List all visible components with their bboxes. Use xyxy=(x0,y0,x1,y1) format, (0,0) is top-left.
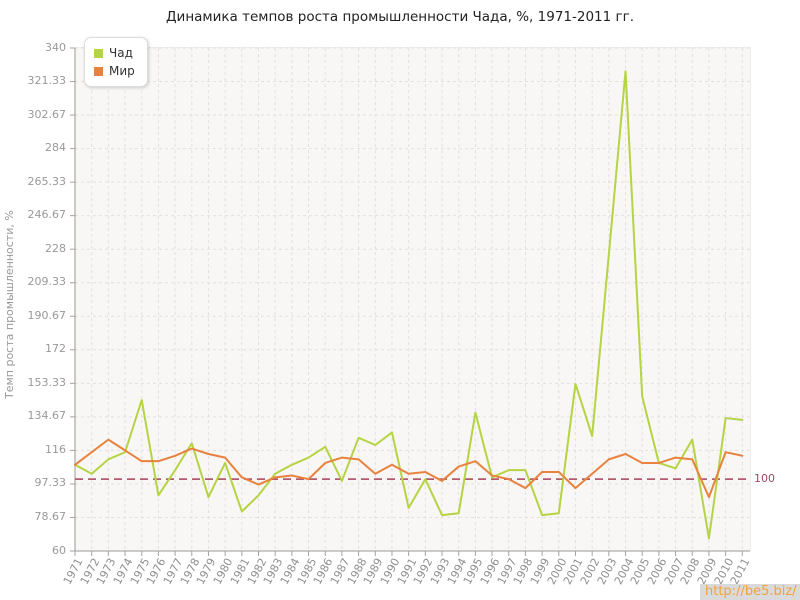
plot-area xyxy=(70,47,751,556)
y-axis-tick-label: 321.33 xyxy=(27,74,67,88)
chart-title: Динамика темпов роста промышленности Чад… xyxy=(166,9,634,25)
legend: Чад Мир xyxy=(84,37,148,87)
chad-series-swatch xyxy=(94,48,103,58)
y-axis-tick-label: 153.33 xyxy=(27,375,67,389)
watermark: http://be5.biz/ xyxy=(700,584,800,600)
y-axis-tick-label: 209.33 xyxy=(27,275,67,289)
y-axis-tick-label: 60 xyxy=(52,543,66,557)
legend-label-chad: Чад xyxy=(109,46,133,60)
y-axis-tick-label: 190.67 xyxy=(27,308,67,322)
y-axis-tick-label: 78.67 xyxy=(34,509,67,523)
series-line-Мир xyxy=(74,438,744,499)
legend-label-mir: Мир xyxy=(109,64,135,78)
reference-line-label: 100 xyxy=(754,472,775,486)
y-axis-tick-label: 97.33 xyxy=(34,476,67,490)
y-axis-tick-label: 265.33 xyxy=(27,174,67,188)
y-axis-tick-label: 228 xyxy=(45,241,66,255)
series-line-Чад xyxy=(74,70,744,540)
y-axis-tick-label: 246.67 xyxy=(27,208,67,222)
y-axis-tick-label: 134.67 xyxy=(27,409,67,423)
y-axis-tick-label: 340 xyxy=(45,40,66,54)
y-axis-tick-label: 116 xyxy=(45,442,66,456)
y-axis-tick-label: 302.67 xyxy=(27,107,67,121)
y-axis-tick-label: 284 xyxy=(45,141,66,155)
legend-item-mir: Мир xyxy=(94,62,135,80)
y-axis-tick-label: 172 xyxy=(45,342,66,356)
mir-series-swatch xyxy=(94,66,103,76)
chart-canvas xyxy=(70,47,750,556)
legend-item-chad: Чад xyxy=(94,44,135,62)
